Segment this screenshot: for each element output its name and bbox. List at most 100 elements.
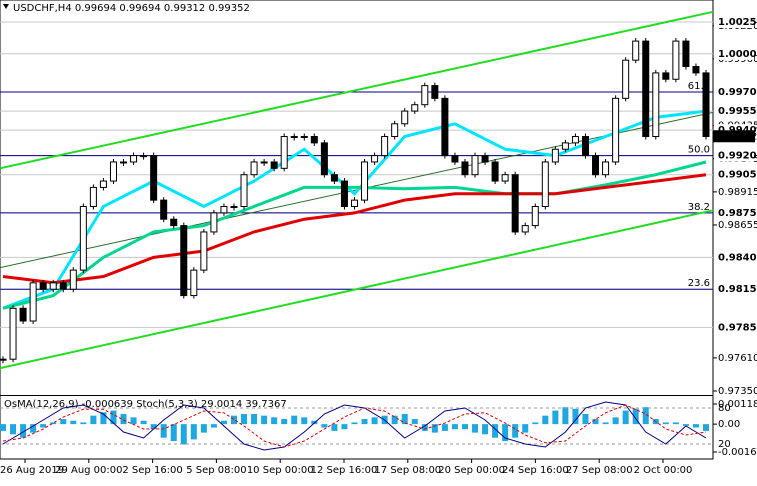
candle — [471, 155, 479, 176]
level-label: 1.0000 — [718, 49, 757, 60]
candle — [79, 206, 87, 271]
level-label: 0.9875 — [718, 208, 757, 219]
level-label: 0.9955 — [718, 106, 757, 117]
osma-bar — [210, 424, 217, 428]
osma-bar — [10, 424, 17, 435]
osma-bar — [421, 424, 428, 431]
osma-bar — [20, 424, 27, 438]
osma-bar — [160, 424, 167, 438]
fib-label: 61.8 — [688, 81, 710, 92]
osma-bar — [672, 422, 679, 425]
osma-bar — [100, 412, 107, 425]
osma-bar — [341, 424, 348, 430]
x-tick-label: 2 Sep 16:00 — [122, 465, 182, 476]
osma-bar — [662, 422, 669, 425]
candle — [521, 225, 529, 233]
osma-bar — [180, 424, 187, 445]
title-arrow — [3, 4, 9, 9]
osma-bar — [110, 410, 117, 425]
x-tick-label: 5 Sep 08:00 — [186, 465, 246, 476]
osma-bar — [140, 420, 147, 425]
channel-line — [0, 10, 714, 170]
candle — [170, 218, 178, 227]
candle — [592, 155, 600, 176]
candle — [49, 282, 57, 290]
level-label: 0.9785 — [718, 322, 757, 333]
candle — [692, 66, 700, 74]
candle — [622, 59, 630, 99]
candle — [180, 225, 188, 297]
osma-bar — [592, 419, 599, 425]
osma-bar — [532, 422, 539, 425]
candle — [330, 174, 338, 182]
candle — [682, 40, 690, 68]
candle — [250, 161, 258, 176]
candle — [280, 136, 288, 169]
osma-bar — [120, 413, 127, 425]
osma-bar — [411, 419, 418, 425]
candle — [361, 161, 369, 201]
candle — [561, 142, 569, 150]
candle — [421, 85, 429, 106]
y-tick-label: 0.98915 — [718, 187, 757, 198]
level-label-box — [714, 85, 754, 98]
level-label: 0.9970 — [718, 87, 757, 98]
osma-bar — [261, 415, 268, 425]
osma-bar — [230, 415, 237, 425]
candle — [29, 282, 37, 322]
level-label-box — [714, 206, 754, 219]
candle — [632, 40, 640, 61]
candle — [652, 72, 660, 138]
layers: 1.002200.999600.994350.991750.989150.986… — [0, 10, 757, 453]
osma-bar — [331, 424, 338, 431]
level-label-box — [714, 251, 754, 264]
candle — [511, 174, 519, 233]
osma-bar — [562, 407, 569, 425]
current-price-box — [713, 130, 755, 143]
x-tick-label: 29 Aug 00:00 — [55, 465, 122, 476]
y-tick-label: 0.97610 — [718, 353, 757, 364]
candle — [240, 174, 248, 207]
channel-line — [0, 209, 714, 370]
osma-bar — [70, 420, 77, 425]
candle — [69, 269, 77, 290]
stoch-tick-label: 20 — [718, 439, 731, 450]
level-label-box — [714, 283, 754, 296]
candle — [541, 161, 549, 207]
x-tick-label: 26 Aug 2019 — [0, 465, 64, 476]
x-tick-label: 17 Sep 08:00 — [374, 465, 441, 476]
level-label: 0.9840 — [718, 252, 757, 263]
osma-bar — [572, 408, 579, 425]
candle — [120, 161, 128, 164]
osma-bar — [451, 424, 458, 430]
osma-bar — [291, 415, 298, 425]
level-label-box — [714, 16, 754, 28]
candle — [642, 40, 650, 138]
osma-bar — [431, 424, 438, 433]
osma-bar — [170, 424, 177, 442]
osma-bar — [582, 413, 589, 425]
candle — [290, 136, 298, 139]
osma-bar — [130, 417, 137, 425]
osma-bar — [692, 424, 699, 428]
osma-tick-label: -0.001644 — [718, 447, 757, 458]
osma-bar — [351, 422, 358, 425]
chart-title: USDCHF,H4 0.99694 0.99694 0.99312 0.9935… — [13, 3, 250, 14]
candle — [451, 155, 459, 163]
candle — [310, 136, 318, 144]
candle — [220, 206, 228, 214]
x-tick-label: 12 Sep 16:00 — [311, 465, 378, 476]
level-label: 0.9905 — [718, 170, 757, 181]
osma-bar — [90, 415, 97, 425]
osma-bar — [251, 413, 258, 425]
stoch-tick-label: 80 — [718, 403, 731, 414]
osma-bar — [703, 424, 709, 431]
x-tick-label: 27 Sep 08:00 — [566, 465, 633, 476]
plot-frame — [0, 0, 714, 460]
candle — [89, 186, 97, 207]
candle — [391, 123, 399, 138]
osma-bar — [301, 417, 308, 425]
fib-label: 23.6 — [688, 278, 710, 289]
